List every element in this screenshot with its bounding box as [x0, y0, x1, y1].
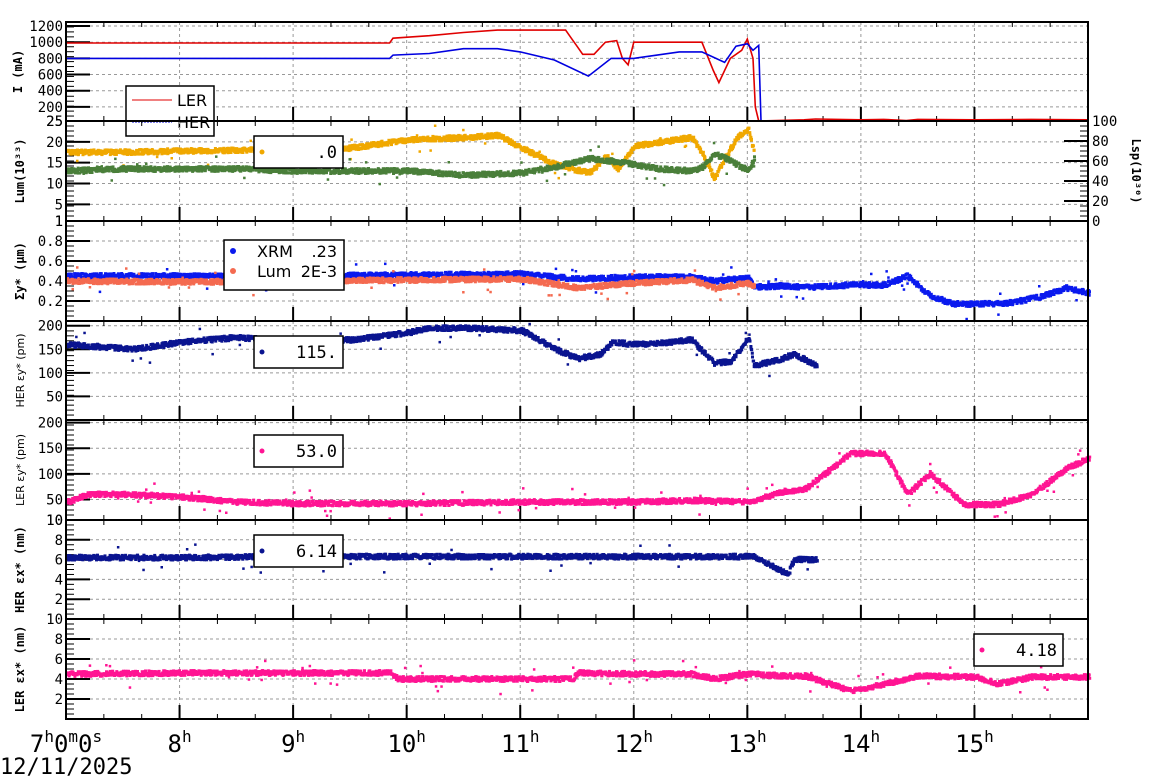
legend-current: LER HER — [125, 85, 215, 137]
x-tick-label: 8h — [168, 727, 192, 758]
legend-value: 4.18 — [1016, 641, 1057, 661]
legend-label: LER — [177, 91, 207, 110]
series-ler — [66, 29, 1089, 122]
panel-her-vertical-emittance: 50 100 150 200 HER εy* (pm) 115. — [14, 319, 1089, 421]
legend-value: .23 — [312, 242, 337, 261]
y-tick-label: 200 — [38, 319, 63, 335]
y-right-tick-label: 20 — [1092, 194, 1109, 210]
legend-value-box: 6.14 — [253, 534, 344, 568]
legend-value-box: 115. — [253, 335, 344, 369]
y-tick-label: 20 — [46, 135, 63, 151]
y-axis-label: HER εx* (nm) — [13, 526, 27, 613]
y-right-tick-label: 60 — [1092, 154, 1109, 170]
y-tick-label: 0.8 — [38, 234, 63, 250]
y-tick-label: 6 — [55, 652, 63, 668]
series-points — [65, 659, 1092, 696]
y-tick-label: 100 — [38, 467, 63, 483]
x-axis-labels: 7h0m0s 8h 9h 10h 11h 12h 13h 14h 15h — [30, 727, 994, 758]
y-axis-label: Σy* (μm) — [13, 242, 27, 300]
y-tick-label: 1200 — [29, 19, 63, 35]
y-tick-label: 4 — [55, 572, 63, 588]
legend-value: 115. — [296, 343, 337, 363]
x-tick-label: 11h — [501, 727, 540, 758]
y-right-tick-label: 80 — [1092, 134, 1109, 150]
y-tick-label: 600 — [38, 68, 63, 84]
panel-luminosity: 15 10 15 20 25 0 20 40 60 80 100 Lsp(10³⁰) Lum(10³³)… — [13, 114, 1143, 230]
legend-beam-size: XRM .23 Lum 2E-3 — [223, 239, 345, 291]
panel-ler-vertical-emittance: 10 50 100 150 200 LER εy* (pm) 53.0 — [14, 416, 1092, 529]
y-axis-label: LER εx* (nm) — [13, 626, 27, 713]
x-tick-label: 10h — [387, 727, 426, 758]
panel-vertical-beam-size: 0.2 0.4 0.6 0.8 1 Σy* (μm) XRM .23 Lum 2E-3 — [13, 214, 1091, 322]
y-tick-label: 8 — [55, 533, 63, 549]
y-tick-label: 800 — [38, 51, 63, 67]
y-axis-label: I (mA) — [11, 50, 25, 93]
y-tick-label: 0.2 — [38, 294, 63, 310]
y-tick-label: 200 — [38, 416, 63, 432]
y-tick-label: 8 — [55, 632, 63, 648]
y-axis-label: Lum(10³³) — [13, 138, 27, 203]
y-tick-label: 25 — [46, 114, 63, 130]
panel-ler-horizontal-emittance: 2 4 6 8 10 LER εx* (nm) 4.18 — [13, 612, 1092, 720]
y-right-tick-label: 100 — [1092, 114, 1117, 130]
y-tick-label: 5 — [55, 197, 63, 213]
y-tick-label: 50 — [46, 492, 63, 508]
legend-value: .0 — [317, 143, 337, 163]
legend-value-box: 53.0 — [253, 434, 344, 468]
legend-value: 53.0 — [296, 442, 337, 462]
series-points — [66, 262, 1091, 321]
legend-label: HER — [177, 113, 210, 132]
x-tick-label: 7h0m0s — [30, 727, 102, 758]
y-tick-label: 200 — [38, 100, 63, 116]
series-points — [65, 543, 819, 577]
y-tick-label: 0.6 — [38, 254, 63, 270]
y-axis-label-right: Lsp(10³⁰) — [1129, 138, 1143, 203]
x-tick-label: 9h — [281, 727, 305, 758]
y-tick-label: 10 — [46, 513, 63, 529]
plot-frame — [65, 519, 1089, 620]
y-tick-label: 2 — [55, 592, 63, 608]
y-tick-label: 10 — [46, 177, 63, 193]
y-tick-label: 10 — [46, 612, 63, 628]
y-tick-label: 4 — [55, 672, 63, 688]
series-points — [65, 322, 819, 378]
legend-label: Lum — [257, 262, 291, 281]
y-tick-label: 6 — [55, 553, 63, 569]
y-tick-label: 10 — [46, 513, 63, 529]
y-tick-label: 150 — [38, 342, 63, 358]
y-tick-label: 150 — [38, 441, 63, 457]
panel-her-horizontal-emittance: 2 4 6 8 10 HER εx* (nm) 6.14 — [13, 513, 1089, 620]
y-right-tick-label: 40 — [1092, 174, 1109, 190]
y-tick-label: 25 — [46, 114, 63, 130]
y-tick-label: 15 — [46, 156, 63, 172]
y-tick-label: 2 — [55, 692, 63, 708]
series-points — [65, 449, 1092, 520]
y-tick-label: 1000 — [29, 35, 63, 51]
y-tick-label: 400 — [38, 84, 63, 100]
x-tick-label: 14h — [842, 727, 881, 758]
y-right-tick-label: 0 — [1092, 214, 1100, 230]
x-tick-label: 13h — [728, 727, 767, 758]
legend-value: 2E-3 — [301, 262, 337, 281]
y-tick-label: 50 — [46, 389, 63, 405]
x-tick-label: 12h — [615, 727, 654, 758]
plot-frame — [65, 618, 1089, 720]
series-her — [66, 42, 1088, 122]
legend-value-box: 4.18 — [973, 633, 1064, 667]
legend-label: XRM — [257, 242, 293, 261]
y-axis-label: HER εy* (pm) — [14, 333, 27, 407]
legend-value: 6.14 — [296, 542, 337, 562]
x-tick-label: 15h — [955, 727, 994, 758]
y-tick-label: 0.4 — [38, 274, 63, 290]
date-label: 12/11/2025 — [0, 755, 133, 780]
y-tick-label: 100 — [38, 366, 63, 382]
y-tick-label: 1 — [55, 214, 63, 230]
series-points — [65, 141, 757, 187]
legend-value-box: .0 — [253, 135, 344, 169]
y-axis-label: LER εy* (pm) — [14, 434, 27, 506]
y-tick-label: 1 — [55, 214, 63, 230]
